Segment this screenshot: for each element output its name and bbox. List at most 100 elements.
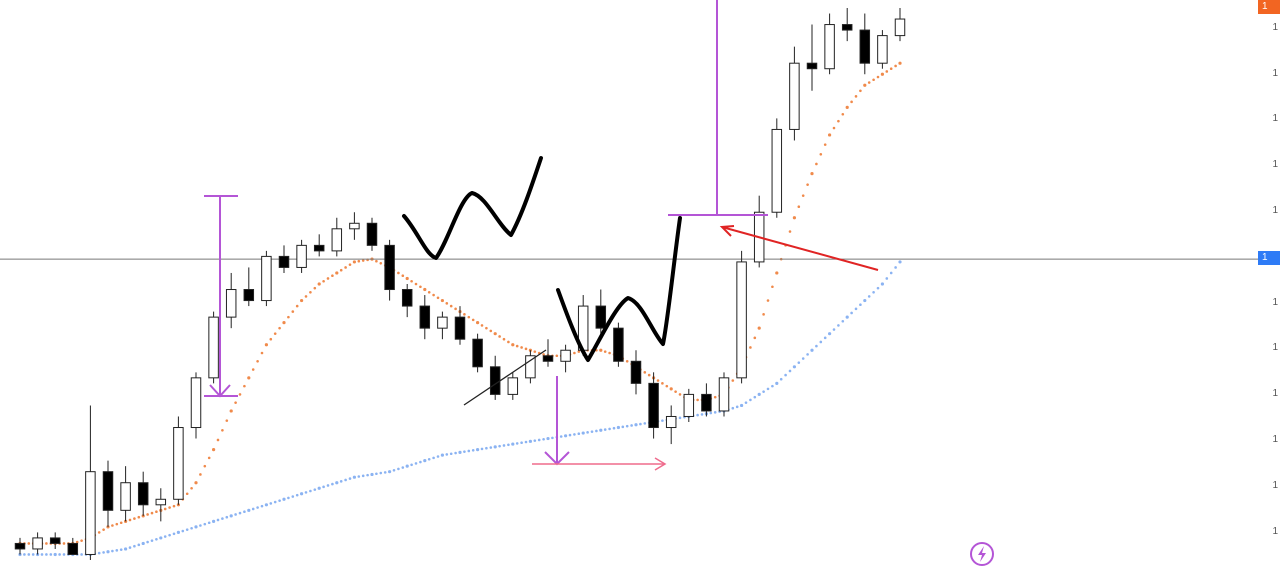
candle[interactable] [173, 416, 184, 505]
candle[interactable] [665, 405, 677, 445]
ma-dot [375, 472, 378, 476]
candle[interactable] [542, 339, 554, 367]
ma-dot [419, 285, 422, 289]
candle[interactable] [753, 195, 765, 268]
ma-point [264, 343, 268, 347]
candle[interactable] [648, 372, 659, 439]
candle-body [401, 289, 413, 307]
candle[interactable] [718, 372, 730, 417]
ma-dot [23, 553, 26, 556]
hand-drawn-w-lower[interactable] [556, 216, 682, 362]
ma-dot [137, 543, 141, 547]
candle[interactable] [525, 350, 536, 384]
ma-point [317, 486, 321, 490]
candle[interactable] [102, 460, 114, 527]
candle[interactable] [613, 322, 624, 367]
ma-point [440, 298, 444, 303]
ma-dot [515, 344, 519, 348]
candle[interactable] [49, 532, 61, 549]
candle[interactable] [595, 289, 607, 334]
candle[interactable] [14, 537, 26, 555]
candle[interactable] [701, 383, 712, 417]
ma-dot [269, 337, 273, 341]
ma-dot [555, 354, 559, 358]
candle[interactable] [120, 466, 131, 522]
candle[interactable] [155, 488, 167, 522]
candle[interactable] [560, 344, 571, 373]
candle[interactable] [771, 118, 783, 218]
ma-point [511, 442, 515, 446]
annotation-red-arrow[interactable] [719, 225, 879, 271]
candle-body [225, 289, 237, 318]
ma-dot [97, 551, 101, 555]
candle[interactable] [331, 217, 343, 257]
ma-dot [375, 259, 378, 263]
ma-dot [463, 450, 466, 453]
candle[interactable] [366, 217, 378, 251]
candle[interactable] [67, 537, 79, 555]
candle[interactable] [349, 212, 360, 240]
ma-dot [225, 419, 229, 422]
candle[interactable] [419, 295, 431, 340]
candle[interactable] [313, 234, 325, 257]
candle[interactable] [243, 267, 255, 307]
candle[interactable] [401, 284, 413, 318]
candle[interactable] [85, 405, 96, 560]
candle[interactable] [789, 46, 800, 141]
ma-dot [225, 515, 229, 519]
ma-dot [128, 546, 132, 549]
candle[interactable] [877, 30, 888, 69]
ma-dot [58, 553, 61, 556]
candle[interactable] [683, 388, 695, 422]
annotation-measure-mid[interactable] [544, 376, 570, 466]
candle[interactable] [824, 13, 835, 75]
ma-dot [647, 373, 651, 377]
ma-dot [304, 491, 308, 494]
candle[interactable] [190, 372, 202, 439]
ma-dot [383, 471, 387, 474]
candle[interactable] [472, 333, 483, 373]
candle[interactable] [841, 8, 853, 42]
candle-body [877, 35, 888, 64]
candle[interactable] [32, 532, 43, 555]
ma-dot [62, 553, 66, 556]
candle[interactable] [384, 239, 395, 301]
ma-dot [397, 271, 400, 275]
candle[interactable] [454, 306, 466, 345]
annotation-trendline[interactable] [463, 349, 547, 406]
candle-body [32, 537, 43, 550]
ma-point [511, 343, 515, 347]
candle[interactable] [859, 13, 871, 75]
annotation-measure-right[interactable] [668, 0, 768, 216]
annotation-measure-left[interactable] [204, 195, 238, 398]
ma-dot [361, 259, 365, 262]
candle[interactable] [261, 250, 272, 307]
candle[interactable] [437, 311, 448, 340]
ma-dot [859, 303, 862, 307]
ma-dot [524, 347, 528, 351]
candle[interactable] [278, 245, 290, 273]
candle[interactable] [894, 8, 906, 42]
candle[interactable] [489, 355, 501, 400]
candle[interactable] [507, 372, 519, 400]
ma-dot [172, 532, 176, 536]
candle-body [120, 482, 131, 511]
candle[interactable] [137, 471, 149, 516]
ma-point [863, 298, 867, 303]
price-axis[interactable]: 1 1 1 1 1 1 1 1 1 1 1 1 1 [1258, 0, 1280, 566]
candle[interactable] [296, 239, 307, 273]
ma-point [828, 133, 832, 137]
candle[interactable] [806, 24, 818, 91]
candle[interactable] [736, 250, 747, 384]
hand-drawn-w-upper[interactable] [402, 156, 543, 260]
candle[interactable] [630, 350, 642, 395]
lightning-bolt-icon[interactable] [969, 541, 995, 567]
candle[interactable] [208, 311, 219, 384]
candle-body [67, 542, 79, 555]
ma-dot [260, 351, 264, 355]
annotation-pink-arrow[interactable] [532, 457, 667, 471]
ma-dot [713, 411, 717, 414]
candle[interactable] [225, 272, 237, 329]
candle-body [665, 415, 677, 429]
